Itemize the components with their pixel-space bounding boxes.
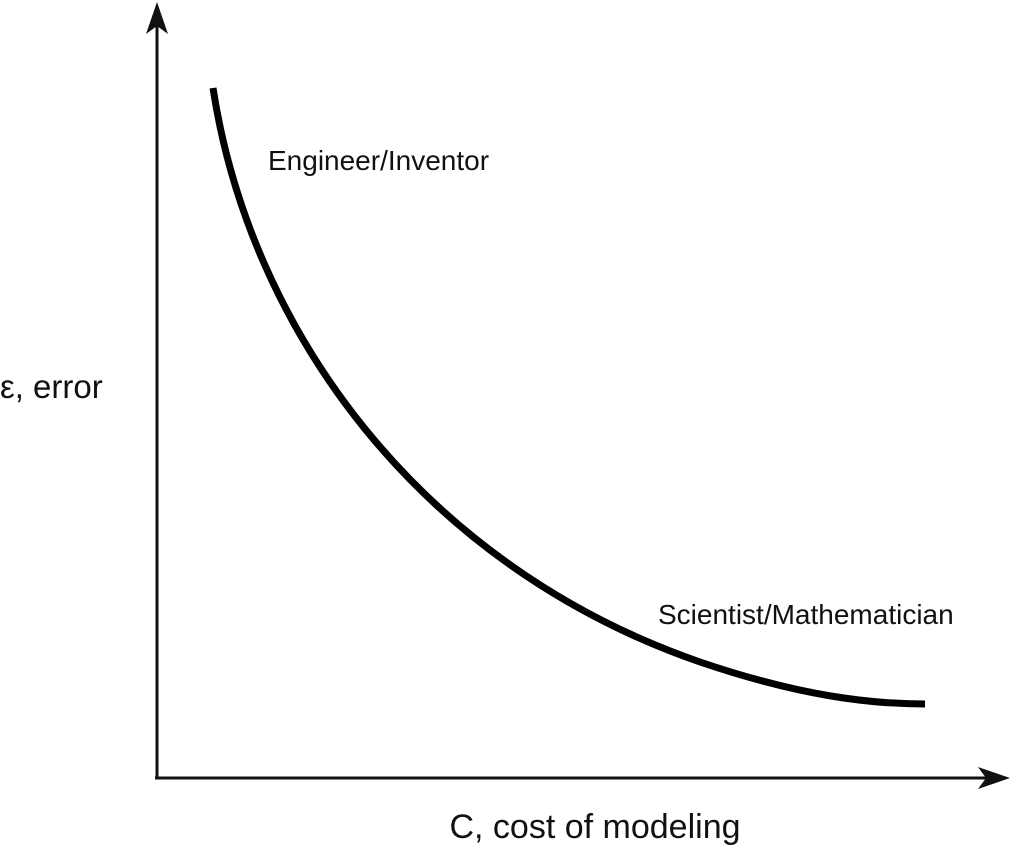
x-axis-label: C, cost of modeling: [449, 808, 740, 846]
annotation: Scientist/Mathematician: [658, 599, 954, 630]
x-axis-arrow: [978, 767, 1010, 789]
annotation: Engineer/Inventor: [268, 145, 489, 176]
y-axis-label: ε, error: [0, 368, 103, 405]
tradeoff-curve: [209, 87, 926, 708]
y-axis-arrow: [146, 2, 168, 34]
